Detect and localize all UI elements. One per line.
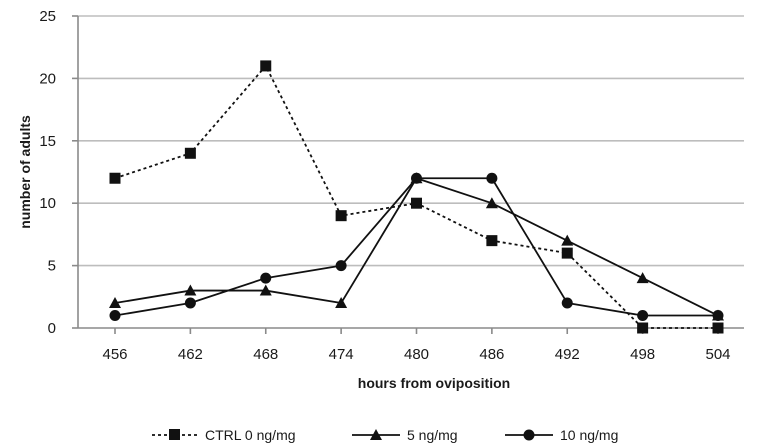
x-tick-label: 456 xyxy=(102,346,127,363)
y-tick-label: 0 xyxy=(48,320,56,337)
x-tick-label: 492 xyxy=(555,346,580,363)
legend-marker-ctrl xyxy=(169,429,180,440)
axes xyxy=(72,15,744,334)
data-point xyxy=(260,60,272,72)
data-point xyxy=(184,284,197,296)
data-point xyxy=(561,247,573,259)
legend-label-ctrl: CTRL 0 ng/mg xyxy=(205,427,296,443)
legend-item-5ng: 5 ng/mg xyxy=(352,427,458,443)
gridlines xyxy=(78,15,744,267)
data-point xyxy=(335,297,348,309)
data-point xyxy=(486,235,498,247)
data-point xyxy=(561,297,573,309)
legend-item-10ng: 10 ng/mg xyxy=(505,427,618,443)
data-point xyxy=(637,322,649,334)
data-point xyxy=(485,197,498,209)
data-point xyxy=(109,172,121,184)
x-tick-label: 480 xyxy=(404,346,429,363)
data-point xyxy=(561,234,574,246)
data-point xyxy=(259,284,272,296)
x-tick-label: 468 xyxy=(253,346,278,363)
legend-label-5ng: 5 ng/mg xyxy=(407,427,458,443)
data-point xyxy=(637,310,649,322)
data-point xyxy=(109,310,121,322)
data-point xyxy=(260,272,272,284)
x-tick-label: 498 xyxy=(630,346,655,363)
series-1 xyxy=(109,172,724,321)
series-0 xyxy=(109,60,724,334)
series-2 xyxy=(109,172,724,322)
x-tick-label: 504 xyxy=(705,346,730,363)
data-point xyxy=(486,172,498,184)
data-point xyxy=(335,260,347,272)
y-tick-label: 5 xyxy=(48,258,56,275)
legend-label-10ng: 10 ng/mg xyxy=(560,427,618,443)
data-point xyxy=(411,197,422,209)
legend-marker-10ng xyxy=(523,429,535,441)
data-point xyxy=(184,297,196,309)
data-point xyxy=(109,297,121,309)
data-point xyxy=(636,272,649,284)
y-tick-label: 25 xyxy=(39,8,56,25)
x-tick-label: 474 xyxy=(329,346,354,363)
y-axis-title: number of adults xyxy=(17,115,33,229)
y-tick-label: 10 xyxy=(39,195,56,212)
series-line-0 xyxy=(114,65,718,329)
data-point xyxy=(712,310,724,322)
x-tick-labels: 456 462 468 474 480 486 492 498 504 xyxy=(102,346,730,363)
data-point xyxy=(335,210,347,222)
x-tick-label: 486 xyxy=(479,346,504,363)
x-axis-title: hours from oviposition xyxy=(358,375,510,391)
y-tick-label: 20 xyxy=(39,70,56,87)
y-tick-labels: 0 5 10 15 20 25 xyxy=(39,8,56,337)
legend-item-ctrl: CTRL 0 ng/mg xyxy=(152,427,296,443)
y-tick-label: 15 xyxy=(39,133,56,150)
series xyxy=(109,60,724,334)
data-point xyxy=(411,172,422,184)
data-point xyxy=(184,147,196,159)
x-tick-label: 462 xyxy=(178,346,203,363)
legend: CTRL 0 ng/mg 5 ng/mg 10 ng/mg xyxy=(152,427,618,443)
legend-marker-5ng xyxy=(370,429,382,440)
data-point xyxy=(712,322,724,334)
